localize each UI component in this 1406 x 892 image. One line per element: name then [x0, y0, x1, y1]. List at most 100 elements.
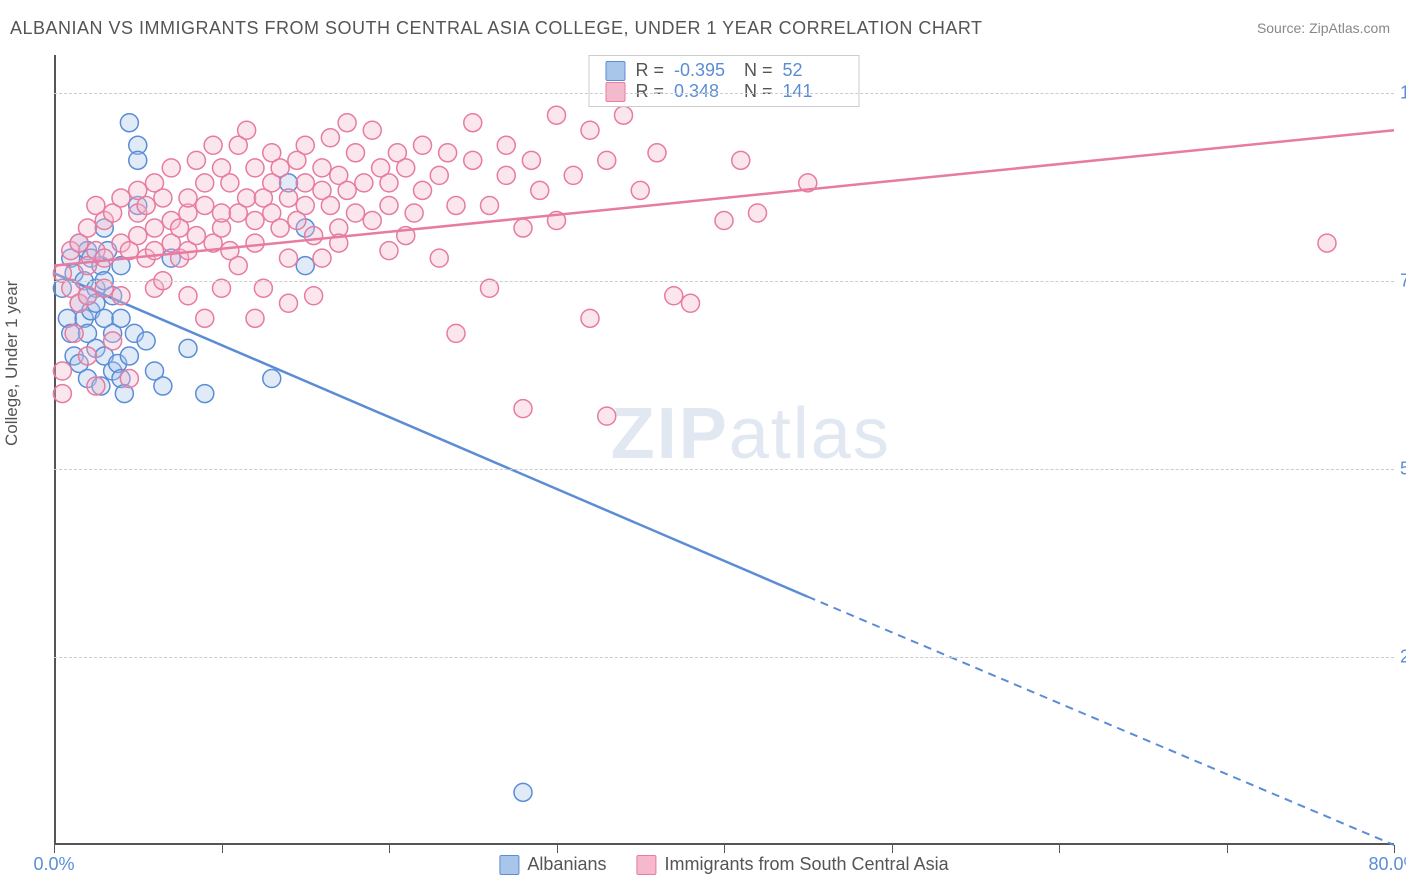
data-point — [749, 204, 767, 222]
data-point — [414, 181, 432, 199]
data-point — [196, 309, 214, 327]
data-point — [146, 219, 164, 237]
data-point — [447, 324, 465, 342]
plot-area: R = -0.395 N = 52 R = 0.348 N = 141 ZIPa… — [54, 55, 1394, 845]
swatch-immigrants-bottom — [636, 855, 656, 875]
data-point — [221, 174, 239, 192]
swatch-albanians-bottom — [499, 855, 519, 875]
regression-line — [54, 273, 808, 597]
data-point — [112, 287, 130, 305]
data-point — [481, 196, 499, 214]
data-point — [280, 249, 298, 267]
n-label: N = — [744, 81, 773, 102]
legend-label-immigrants: Immigrants from South Central Asia — [664, 854, 948, 874]
data-point — [229, 257, 247, 275]
data-point — [271, 159, 289, 177]
data-point — [321, 129, 339, 147]
legend-item-immigrants: Immigrants from South Central Asia — [636, 854, 948, 875]
data-point — [196, 385, 214, 403]
data-point — [1318, 234, 1336, 252]
data-point — [615, 106, 633, 124]
data-point — [95, 249, 113, 267]
data-point — [204, 136, 222, 154]
data-point — [598, 407, 616, 425]
regression-line-extrapolated — [808, 597, 1394, 845]
data-point — [112, 189, 130, 207]
data-point — [598, 151, 616, 169]
data-point — [296, 257, 314, 275]
data-point — [187, 151, 205, 169]
data-point — [162, 159, 180, 177]
correlation-legend: R = -0.395 N = 52 R = 0.348 N = 141 — [588, 55, 859, 107]
data-point — [112, 309, 130, 327]
y-tick-label: 25.0% — [1400, 646, 1406, 667]
data-point — [313, 249, 331, 267]
data-point — [120, 370, 138, 388]
data-point — [79, 287, 97, 305]
data-point — [280, 294, 298, 312]
data-point — [514, 783, 532, 801]
data-point — [355, 174, 373, 192]
data-point — [380, 174, 398, 192]
data-point — [213, 204, 231, 222]
legend-item-albanians: Albanians — [499, 854, 606, 875]
data-point — [682, 294, 700, 312]
data-point — [53, 362, 71, 380]
data-point — [187, 227, 205, 245]
data-point — [313, 159, 331, 177]
data-point — [254, 279, 272, 297]
data-point — [53, 385, 71, 403]
data-point — [296, 136, 314, 154]
data-point — [321, 196, 339, 214]
y-tick-label: 100.0% — [1400, 82, 1406, 103]
n-label: N = — [744, 60, 773, 81]
data-point — [581, 309, 599, 327]
data-point — [564, 166, 582, 184]
data-point — [430, 249, 448, 267]
r-label: R = — [635, 60, 664, 81]
data-point — [405, 204, 423, 222]
n-value-immigrants: 141 — [783, 81, 843, 102]
data-point — [137, 332, 155, 350]
data-point — [397, 159, 415, 177]
legend-row-immigrants: R = 0.348 N = 141 — [605, 81, 842, 102]
data-point — [522, 151, 540, 169]
data-point — [129, 151, 147, 169]
data-point — [338, 114, 356, 132]
data-point — [246, 212, 264, 230]
swatch-immigrants — [605, 82, 625, 102]
data-point — [213, 279, 231, 297]
data-point — [439, 144, 457, 162]
chart-title: ALBANIAN VS IMMIGRANTS FROM SOUTH CENTRA… — [10, 18, 983, 39]
data-point — [129, 227, 147, 245]
data-point — [581, 121, 599, 139]
data-point — [481, 279, 499, 297]
data-point — [246, 159, 264, 177]
data-point — [338, 181, 356, 199]
data-point — [715, 212, 733, 230]
r-value-albanians: -0.395 — [674, 60, 734, 81]
data-point — [380, 196, 398, 214]
r-label: R = — [635, 81, 664, 102]
data-point — [363, 121, 381, 139]
data-point — [548, 106, 566, 124]
data-point — [137, 196, 155, 214]
r-value-immigrants: 0.348 — [674, 81, 734, 102]
data-point — [95, 279, 113, 297]
data-point — [65, 324, 83, 342]
data-point — [430, 166, 448, 184]
data-point — [280, 189, 298, 207]
data-point — [497, 136, 515, 154]
data-point — [179, 287, 197, 305]
data-point — [447, 196, 465, 214]
n-value-albanians: 52 — [783, 60, 843, 81]
data-point — [514, 219, 532, 237]
data-point — [246, 234, 264, 252]
data-point — [238, 189, 256, 207]
data-point — [363, 212, 381, 230]
legend-row-albanians: R = -0.395 N = 52 — [605, 60, 842, 81]
data-point — [347, 144, 365, 162]
data-point — [305, 227, 323, 245]
data-point — [154, 189, 172, 207]
data-point — [514, 400, 532, 418]
